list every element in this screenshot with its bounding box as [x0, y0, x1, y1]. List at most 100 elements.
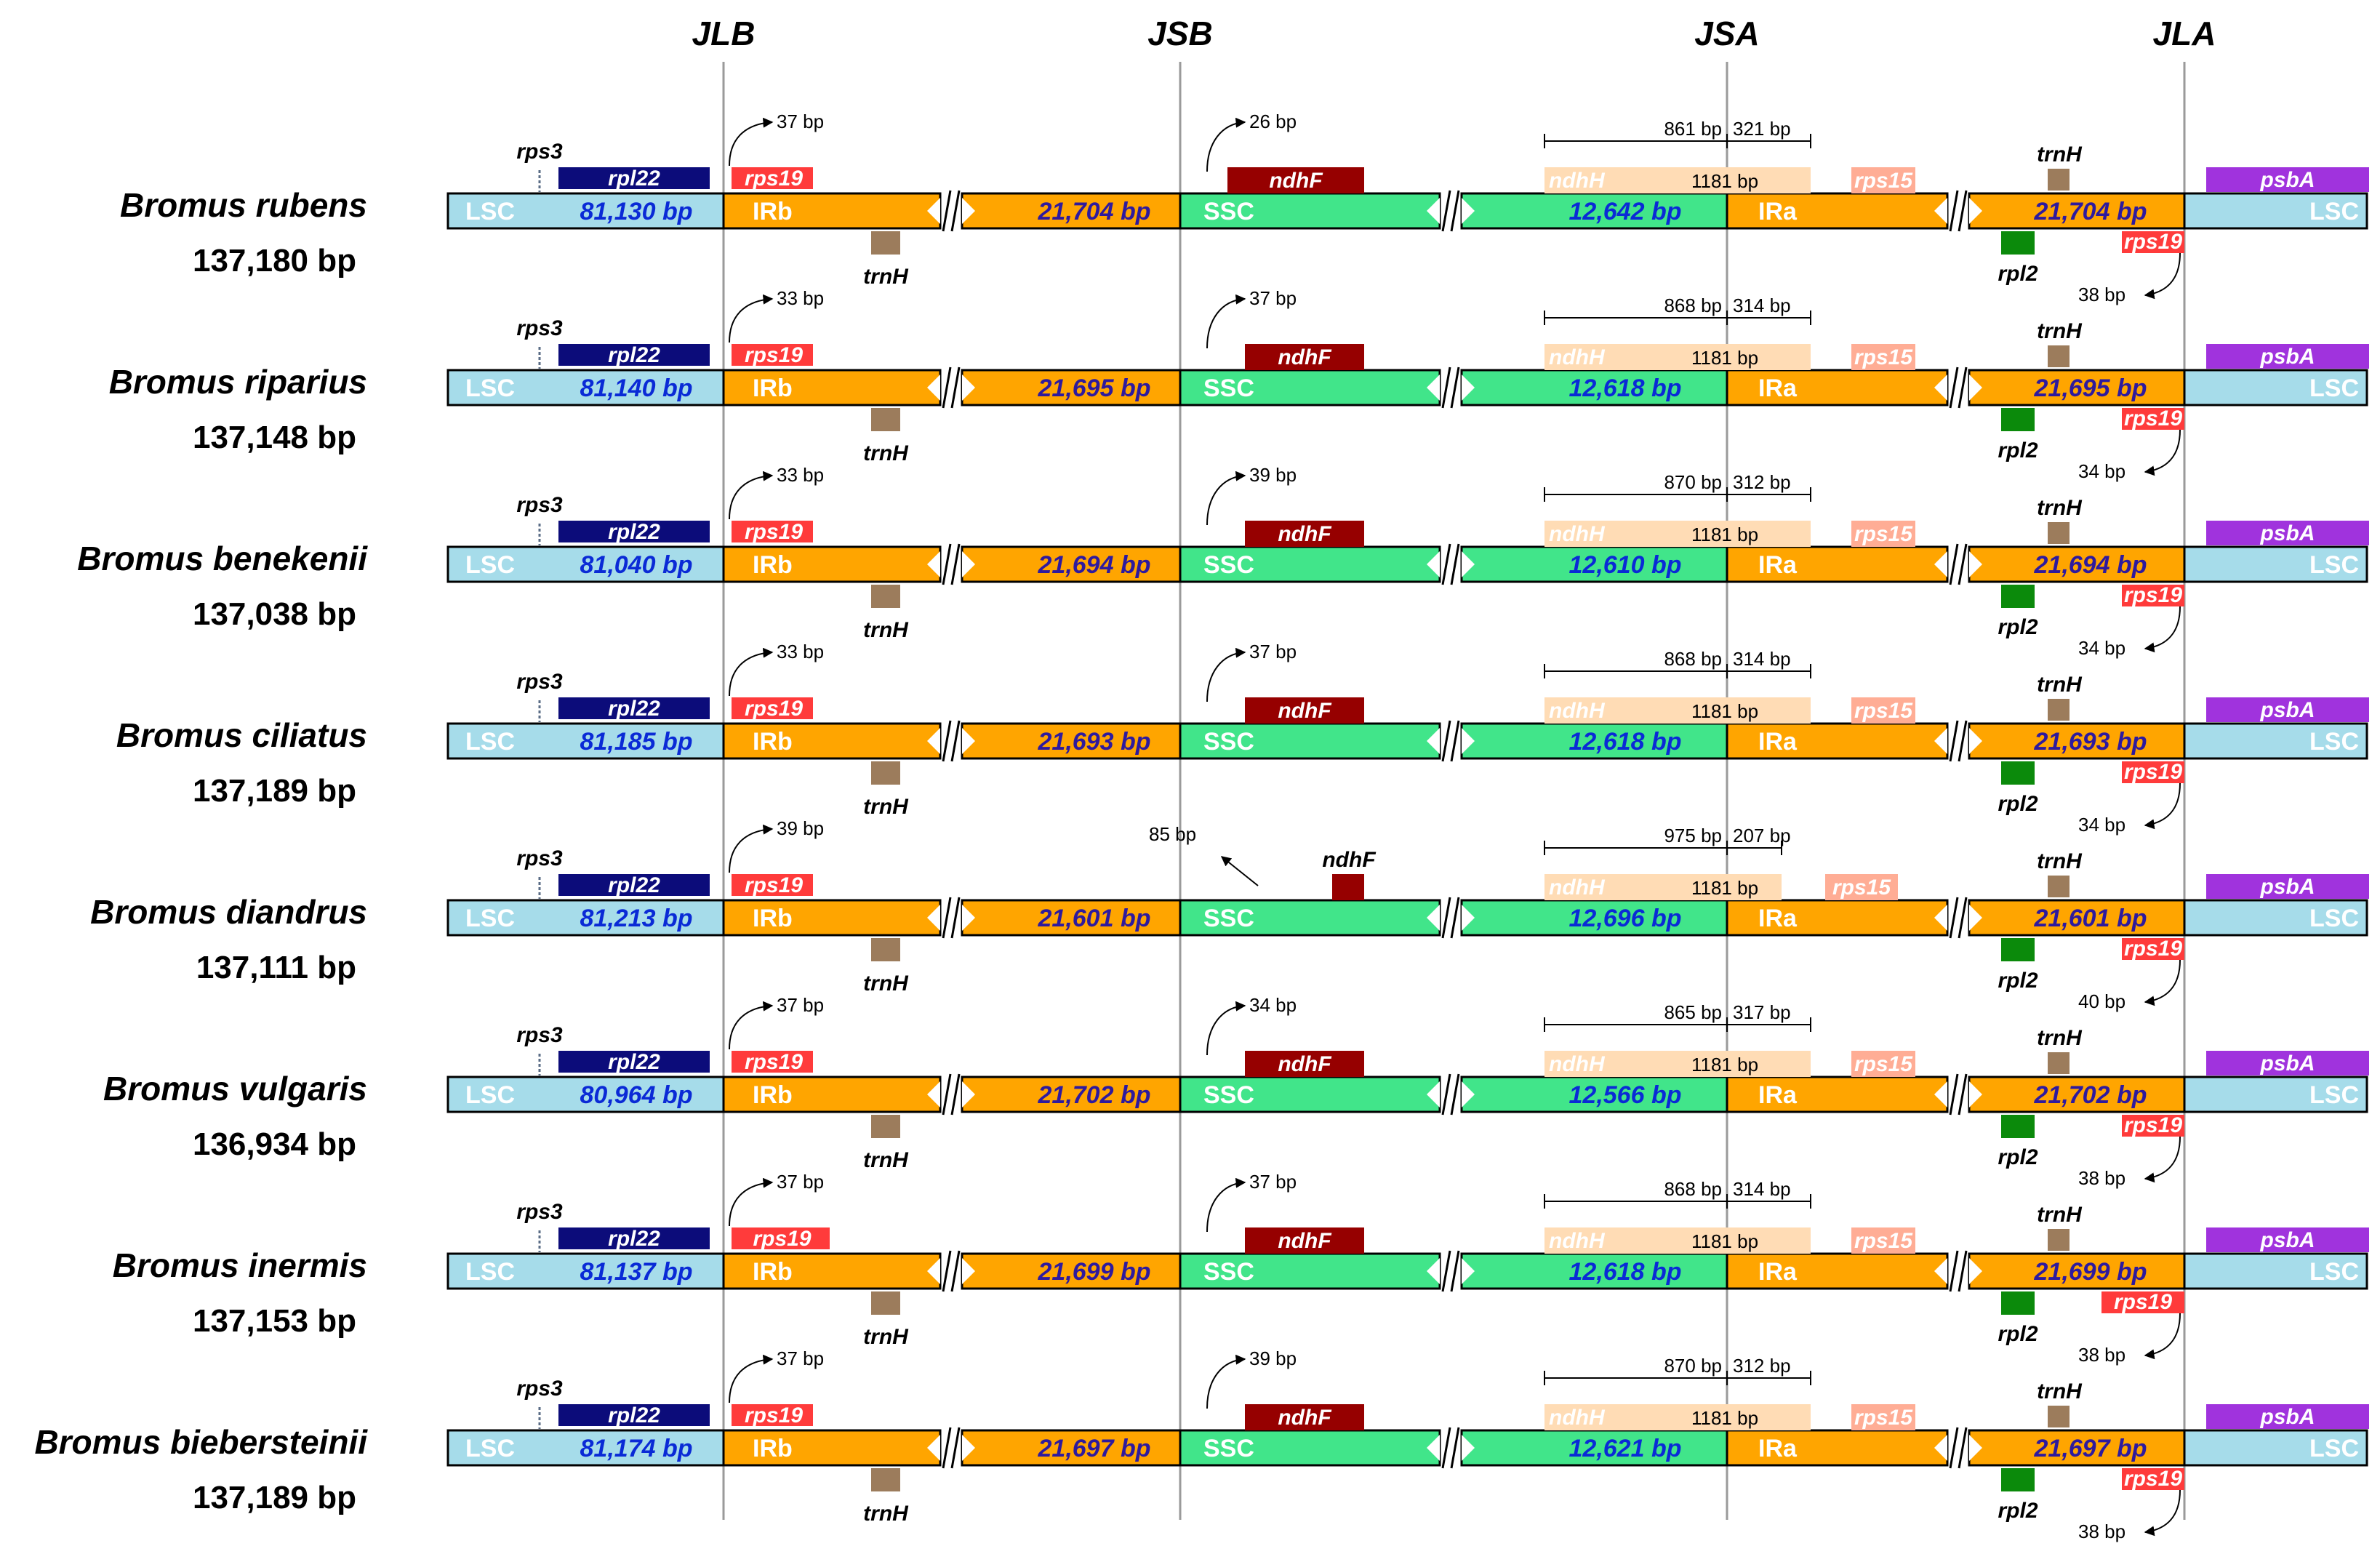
break-mark	[950, 1250, 961, 1292]
rps15-gene	[1851, 344, 1915, 370]
ndhH-length: 1181 bp	[1691, 877, 1758, 899]
irb-segment-end	[961, 1076, 1182, 1113]
rps19-label-ira: rps19	[2124, 583, 2182, 607]
psbA-gene	[2206, 521, 2369, 545]
rps19-label: rps19	[745, 1050, 803, 1074]
rps19-gene	[732, 167, 813, 189]
ndhH-right-distance: 314 bp	[1733, 295, 1791, 316]
lsc-segment-right	[2183, 1252, 2368, 1290]
direction-marker-ssc-start	[1462, 905, 1475, 931]
irb-length: 21,601 bp	[1038, 905, 1151, 932]
region-label-lsc: LSC	[465, 905, 515, 932]
ssc-segment-start	[1179, 1429, 1441, 1467]
ndhF-label: ndhF	[1278, 1406, 1331, 1430]
jlb-distance: 37 bp	[777, 1171, 824, 1193]
rps15-gene	[1851, 1227, 1915, 1254]
psbA-label: psbA	[2260, 345, 2315, 369]
rps19-gene-ira	[2122, 408, 2184, 430]
region-label-ira: IRa	[1758, 728, 1798, 756]
rpl2-gene	[2001, 585, 2035, 608]
direction-marker-ira-start	[1969, 1258, 1982, 1284]
lsc-length: 80,964 bp	[580, 1081, 693, 1109]
ndhF-gene	[1245, 1404, 1364, 1430]
break-mark	[1949, 1250, 1959, 1292]
region-label-irb: IRb	[753, 1081, 793, 1109]
direction-marker-irb-start	[962, 551, 975, 577]
psbA-gene	[2206, 874, 2369, 899]
break-mark	[1958, 543, 1968, 585]
ndhH-left-distance: 870 bp	[1664, 1355, 1722, 1377]
region-label-lsc-right: LSC	[2309, 198, 2359, 225]
rps3-label: rps3	[516, 316, 563, 340]
rpl22-gene	[558, 1404, 710, 1426]
irb-segment-start	[722, 722, 942, 760]
rpl2-gene	[2001, 408, 2035, 431]
jlb-distance-arrow	[729, 470, 774, 520]
rps19-label: rps19	[745, 343, 803, 367]
ndhH-length: 1181 bp	[1691, 1230, 1758, 1252]
trnH-label-ira: trnH	[2037, 673, 2083, 697]
rpl22-label: rpl22	[608, 1050, 660, 1074]
lsc-length: 81,040 bp	[580, 551, 693, 579]
ndhH-label: ndhH	[1549, 699, 1606, 723]
species-row: Bromus rubens 137,180 bp LSC IRb SSC IRa LSC 81…	[120, 111, 2369, 305]
ssc-segment-end	[1460, 369, 1728, 406]
jla-distance-arrow	[2144, 252, 2181, 300]
direction-marker-ira-start	[1969, 375, 1982, 401]
direction-marker-irb-start	[962, 905, 975, 931]
ira-length: 21,704 bp	[2034, 198, 2147, 225]
region-label-lsc: LSC	[465, 1435, 515, 1462]
ndhH-label: ndhH	[1549, 1406, 1606, 1430]
ndhF-gene	[1245, 521, 1364, 547]
irb-segment-start	[722, 192, 942, 230]
direction-marker-ssc-start	[1462, 1435, 1475, 1461]
jsb-distance: 39 bp	[1249, 464, 1297, 486]
break-mark	[1949, 543, 1959, 585]
rps19-label: rps19	[745, 167, 803, 191]
direction-marker-ira-end	[1934, 1081, 1947, 1108]
trnH-label-irb: trnH	[863, 1148, 909, 1172]
rps15-label: rps15	[1854, 345, 1913, 369]
region-label-ira: IRa	[1758, 551, 1798, 579]
ira-length: 21,693 bp	[2034, 728, 2147, 756]
rpl22-gene	[558, 1051, 710, 1073]
direction-marker-ira-start	[1969, 1081, 1982, 1108]
jla-distance: 34 bp	[2078, 814, 2125, 836]
break-mark	[1949, 897, 1959, 939]
trnH-gene-irb	[871, 231, 900, 255]
ndhF-gene	[1245, 697, 1364, 724]
ndhF-label: ndhF	[1322, 848, 1376, 872]
species-name: Bromus riparius	[109, 363, 367, 401]
ndhH-right-distance: 321 bp	[1733, 118, 1791, 140]
ndhH-gene	[1544, 1404, 1811, 1430]
rps19-label-ira: rps19	[2124, 937, 2182, 961]
ndhF-gene	[1332, 874, 1364, 900]
rps19-gene	[732, 521, 813, 542]
direction-marker-irb-start	[962, 198, 975, 224]
irb-length: 21,694 bp	[1038, 551, 1151, 579]
species-name: Bromus ciliatus	[116, 716, 367, 754]
direction-marker-irb-end	[927, 728, 940, 754]
trnH-gene-ira	[2048, 169, 2070, 191]
region-label-ira: IRa	[1758, 198, 1798, 225]
break-mark	[950, 190, 961, 232]
break-mark	[1450, 190, 1460, 232]
psbA-gene	[2206, 1051, 2369, 1076]
direction-marker-ssc-end	[1427, 905, 1440, 931]
rps19-gene-ira	[2122, 1468, 2184, 1490]
ndhH-gene	[1544, 344, 1811, 370]
irb-segment-start	[722, 1252, 942, 1290]
lsc-segment-left	[446, 545, 725, 583]
lsc-segment-right	[2183, 545, 2368, 583]
jsb-distance: 85 bp	[1149, 823, 1196, 845]
direction-marker-irb-end	[927, 1258, 940, 1284]
direction-marker-ira-start	[1969, 551, 1982, 577]
trnH-gene-irb	[871, 585, 900, 608]
direction-marker-irb-end	[927, 551, 940, 577]
jlb-distance-arrow	[729, 1354, 774, 1403]
jla-distance: 38 bp	[2078, 1521, 2125, 1542]
ndhH-gene	[1544, 521, 1811, 547]
direction-marker-ira-start	[1969, 728, 1982, 754]
trnH-gene-irb	[871, 761, 900, 785]
irb-segment-start	[722, 899, 942, 937]
